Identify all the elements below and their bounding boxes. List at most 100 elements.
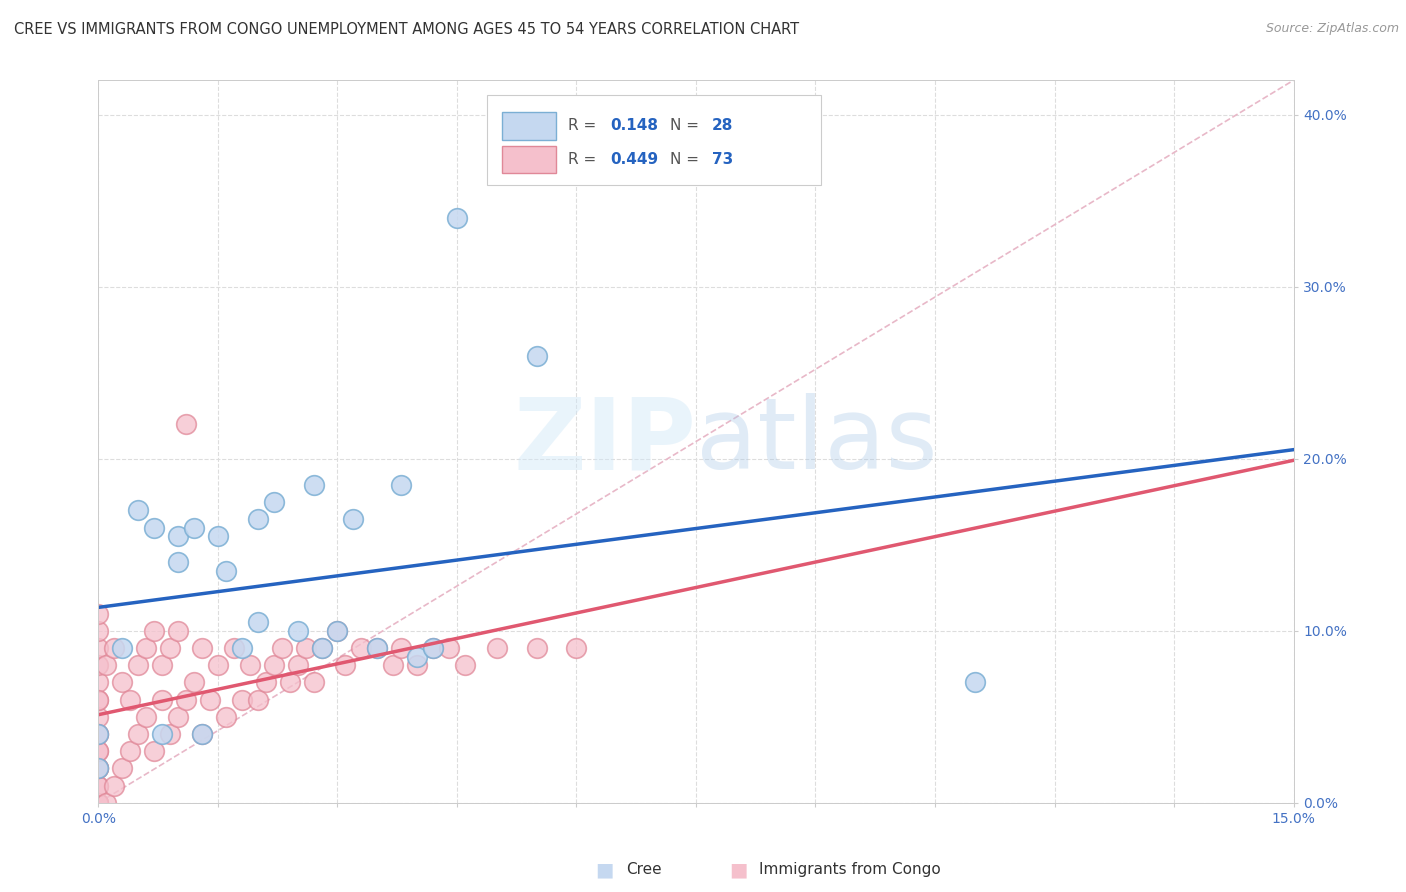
Text: R =: R = bbox=[568, 119, 602, 133]
Point bbox=[302, 675, 325, 690]
Text: Immigrants from Congo: Immigrants from Congo bbox=[759, 863, 941, 877]
Point bbox=[87, 624, 110, 638]
Point bbox=[191, 640, 214, 655]
Point bbox=[159, 727, 181, 741]
Point bbox=[446, 211, 468, 225]
Point bbox=[342, 512, 364, 526]
Point bbox=[215, 710, 238, 724]
Point bbox=[311, 640, 333, 655]
Point bbox=[96, 796, 118, 810]
Text: CREE VS IMMIGRANTS FROM CONGO UNEMPLOYMENT AMONG AGES 45 TO 54 YEARS CORRELATION: CREE VS IMMIGRANTS FROM CONGO UNEMPLOYME… bbox=[14, 22, 799, 37]
Point bbox=[278, 675, 301, 690]
Text: 28: 28 bbox=[711, 119, 733, 133]
Text: R =: R = bbox=[568, 153, 602, 168]
Point bbox=[454, 658, 477, 673]
Text: N =: N = bbox=[669, 119, 703, 133]
Point bbox=[174, 692, 197, 706]
Point bbox=[198, 692, 221, 706]
FancyBboxPatch shape bbox=[502, 112, 557, 139]
Point bbox=[183, 520, 205, 534]
Point bbox=[87, 658, 110, 673]
Point bbox=[87, 796, 110, 810]
Point bbox=[406, 649, 429, 664]
Point bbox=[335, 658, 357, 673]
Point bbox=[326, 624, 349, 638]
Point bbox=[270, 640, 292, 655]
Text: Source: ZipAtlas.com: Source: ZipAtlas.com bbox=[1265, 22, 1399, 36]
Point bbox=[120, 744, 142, 758]
Point bbox=[111, 675, 134, 690]
Point bbox=[222, 640, 245, 655]
Text: ■: ■ bbox=[595, 860, 614, 880]
Point bbox=[150, 658, 173, 673]
Point bbox=[135, 640, 157, 655]
Point bbox=[111, 640, 134, 655]
Point bbox=[246, 615, 269, 630]
Point bbox=[135, 710, 157, 724]
Point bbox=[254, 675, 277, 690]
Point bbox=[87, 761, 110, 775]
FancyBboxPatch shape bbox=[502, 146, 557, 173]
Point bbox=[422, 640, 444, 655]
Point bbox=[231, 692, 253, 706]
Point bbox=[366, 640, 388, 655]
Point bbox=[87, 761, 110, 775]
Point bbox=[287, 624, 309, 638]
Point bbox=[87, 761, 110, 775]
Point bbox=[87, 744, 110, 758]
Point bbox=[167, 555, 190, 569]
Point bbox=[127, 658, 149, 673]
Point bbox=[207, 658, 229, 673]
Point bbox=[389, 477, 412, 491]
Point bbox=[215, 564, 238, 578]
Point bbox=[246, 512, 269, 526]
Point bbox=[191, 727, 214, 741]
Text: 0.148: 0.148 bbox=[610, 119, 658, 133]
Point bbox=[183, 675, 205, 690]
Point bbox=[191, 727, 214, 741]
Point bbox=[150, 692, 173, 706]
Point bbox=[526, 349, 548, 363]
Point bbox=[366, 640, 388, 655]
Point bbox=[302, 477, 325, 491]
Point bbox=[263, 494, 285, 508]
Point bbox=[87, 607, 110, 621]
Point bbox=[174, 417, 197, 432]
Point bbox=[526, 640, 548, 655]
Point bbox=[246, 692, 269, 706]
Point bbox=[96, 658, 118, 673]
Point bbox=[167, 624, 190, 638]
Point bbox=[287, 658, 309, 673]
FancyBboxPatch shape bbox=[486, 95, 821, 185]
Point bbox=[87, 744, 110, 758]
Point bbox=[143, 744, 166, 758]
Point bbox=[406, 658, 429, 673]
Point bbox=[485, 640, 508, 655]
Text: atlas: atlas bbox=[696, 393, 938, 490]
Point bbox=[150, 727, 173, 741]
Text: ZIP: ZIP bbox=[513, 393, 696, 490]
Point bbox=[87, 640, 110, 655]
Text: 0.449: 0.449 bbox=[610, 153, 658, 168]
Point bbox=[87, 779, 110, 793]
Point bbox=[422, 640, 444, 655]
Point bbox=[143, 520, 166, 534]
Point bbox=[127, 727, 149, 741]
Point bbox=[159, 640, 181, 655]
Point bbox=[127, 503, 149, 517]
Point bbox=[87, 692, 110, 706]
Point bbox=[565, 640, 588, 655]
Point bbox=[87, 727, 110, 741]
Point bbox=[294, 640, 316, 655]
Point bbox=[87, 727, 110, 741]
Point bbox=[263, 658, 285, 673]
Point bbox=[311, 640, 333, 655]
Text: 73: 73 bbox=[711, 153, 733, 168]
Point bbox=[207, 529, 229, 543]
Point bbox=[326, 624, 349, 638]
Point bbox=[963, 675, 986, 690]
Point bbox=[87, 761, 110, 775]
Point bbox=[389, 640, 412, 655]
Point bbox=[103, 779, 125, 793]
Text: Cree: Cree bbox=[626, 863, 661, 877]
